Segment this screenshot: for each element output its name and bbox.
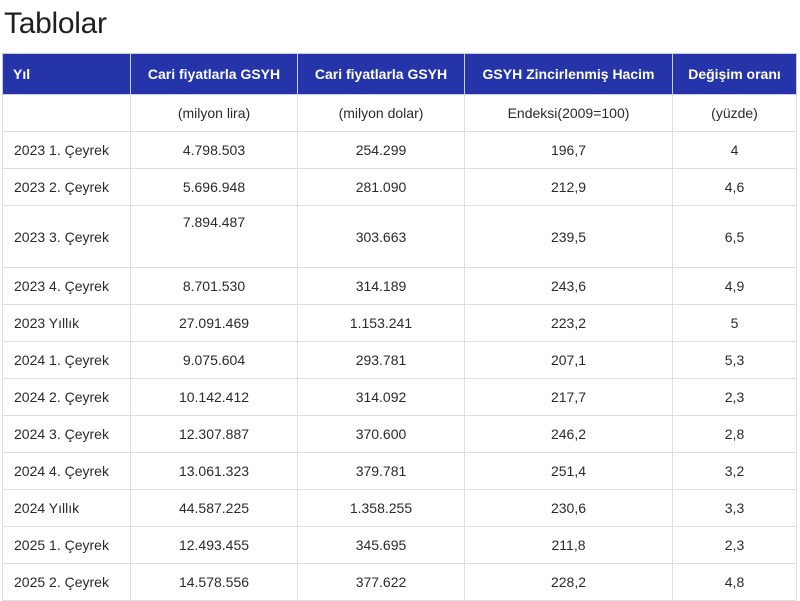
cell-change-rate: 4,6: [672, 168, 797, 206]
cell-gdp-dollar: 1.358.255: [297, 489, 465, 527]
cell-chain-volume-index: 228,2: [464, 563, 673, 601]
cell-period: 2023 3. Çeyrek: [2, 205, 131, 268]
cell-gdp-dollar: 370.600: [297, 415, 465, 453]
cell-gdp-lira: 4.798.503: [130, 131, 298, 169]
cell-change-rate: 3,3: [672, 489, 797, 527]
cell-chain-volume-index: 243,6: [464, 267, 673, 305]
cell-chain-volume-index: 211,8: [464, 526, 673, 564]
cell-change-rate: 5: [672, 304, 797, 342]
units-cell-change-rate: (yüzde): [672, 94, 797, 132]
table-row: 2023 Yıllık 27.091.469 1.153.241 223,2 5: [2, 304, 797, 342]
table-row: 2024 4. Çeyrek 13.061.323 379.781 251,4 3,2: [2, 452, 797, 490]
cell-period: 2024 2. Çeyrek: [2, 378, 131, 416]
units-cell-chain-volume-index: Endeksi(2009=100): [464, 94, 673, 132]
cell-change-rate: 6,5: [672, 205, 797, 268]
cell-period: 2024 1. Çeyrek: [2, 341, 131, 379]
table-row: 2023 2. Çeyrek 5.696.948 281.090 212,9 4,6: [2, 168, 797, 206]
cell-change-rate: 3,2: [672, 452, 797, 490]
cell-chain-volume-index: 207,1: [464, 341, 673, 379]
cell-gdp-lira: 10.142.412: [130, 378, 298, 416]
column-header-year: Yıl: [2, 53, 131, 95]
table-row: 2024 2. Çeyrek 10.142.412 314.092 217,7 2,3: [2, 378, 797, 416]
cell-gdp-lira: 8.701.530: [130, 267, 298, 305]
column-header-chain-volume-index: GSYH Zincirlenmiş Hacim: [464, 53, 673, 95]
cell-period: 2024 3. Çeyrek: [2, 415, 131, 453]
cell-change-rate: 4: [672, 131, 797, 169]
cell-gdp-dollar: 303.663: [297, 205, 465, 268]
cell-gdp-dollar: 293.781: [297, 341, 465, 379]
cell-period: 2025 1. Çeyrek: [2, 526, 131, 564]
cell-period: 2025 2. Çeyrek: [2, 563, 131, 601]
cell-gdp-dollar: 314.189: [297, 267, 465, 305]
cell-chain-volume-index: 217,7: [464, 378, 673, 416]
column-header-gdp-lira: Cari fiyatlarla GSYH: [130, 53, 298, 95]
cell-gdp-dollar: 1.153.241: [297, 304, 465, 342]
cell-gdp-dollar: 377.622: [297, 563, 465, 601]
cell-gdp-lira: 12.307.887: [130, 415, 298, 453]
cell-gdp-lira: 13.061.323: [130, 452, 298, 490]
table-row: 2024 1. Çeyrek 9.075.604 293.781 207,1 5,3: [2, 341, 797, 379]
cell-change-rate: 2,8: [672, 415, 797, 453]
cell-gdp-dollar: 379.781: [297, 452, 465, 490]
cell-gdp-dollar: 254.299: [297, 131, 465, 169]
table-row: 2023 4. Çeyrek 8.701.530 314.189 243,6 4,9: [2, 267, 797, 305]
table-row: 2025 2. Çeyrek 14.578.556 377.622 228,2 4,8: [2, 563, 797, 601]
cell-period: 2023 1. Çeyrek: [2, 131, 131, 169]
cell-chain-volume-index: 246,2: [464, 415, 673, 453]
cell-chain-volume-index: 223,2: [464, 304, 673, 342]
table-row: 2023 1. Çeyrek 4.798.503 254.299 196,7 4: [2, 131, 797, 169]
table-row: 2023 3. Çeyrek 7.894.487 303.663 239,5 6,5: [2, 205, 797, 268]
cell-gdp-dollar: 345.695: [297, 526, 465, 564]
cell-chain-volume-index: 251,4: [464, 452, 673, 490]
cell-gdp-dollar: 281.090: [297, 168, 465, 206]
cell-period: 2024 4. Çeyrek: [2, 452, 131, 490]
cell-change-rate: 5,3: [672, 341, 797, 379]
gdp-table: Yıl Cari fiyatlarla GSYH Cari fiyatlarla…: [2, 53, 797, 601]
units-cell-gdp-dollar: (milyon dolar): [297, 94, 465, 132]
cell-chain-volume-index: 212,9: [464, 168, 673, 206]
cell-gdp-lira: 7.894.487: [130, 205, 298, 268]
cell-change-rate: 4,9: [672, 267, 797, 305]
cell-gdp-lira: 14.578.556: [130, 563, 298, 601]
cell-chain-volume-index: 230,6: [464, 489, 673, 527]
cell-period: 2023 4. Çeyrek: [2, 267, 131, 305]
cell-change-rate: 4,8: [672, 563, 797, 601]
column-header-change-rate: Değişim oranı: [672, 53, 797, 95]
units-row: (milyon lira) (milyon dolar) Endeksi(200…: [2, 94, 797, 132]
cell-gdp-lira: 12.493.455: [130, 526, 298, 564]
header-row: Yıl Cari fiyatlarla GSYH Cari fiyatlarla…: [2, 53, 797, 95]
cell-gdp-lira: 9.075.604: [130, 341, 298, 379]
table-row: 2025 1. Çeyrek 12.493.455 345.695 211,8 2,3: [2, 526, 797, 564]
cell-gdp-lira: 27.091.469: [130, 304, 298, 342]
column-header-gdp-dollar: Cari fiyatlarla GSYH: [297, 53, 465, 95]
cell-period: 2023 2. Çeyrek: [2, 168, 131, 206]
cell-change-rate: 2,3: [672, 526, 797, 564]
cell-period: 2024 Yıllık: [2, 489, 131, 527]
cell-chain-volume-index: 239,5: [464, 205, 673, 268]
cell-period: 2023 Yıllık: [2, 304, 131, 342]
units-cell-gdp-lira: (milyon lira): [130, 94, 298, 132]
cell-gdp-lira: 5.696.948: [130, 168, 298, 206]
cell-chain-volume-index: 196,7: [464, 131, 673, 169]
page-title: Tablolar: [4, 7, 107, 40]
table-row: 2024 3. Çeyrek 12.307.887 370.600 246,2 2,8: [2, 415, 797, 453]
table-row: 2024 Yıllık 44.587.225 1.358.255 230,6 3,3: [2, 489, 797, 527]
cell-gdp-lira: 44.587.225: [130, 489, 298, 527]
cell-gdp-dollar: 314.092: [297, 378, 465, 416]
cell-change-rate: 2,3: [672, 378, 797, 416]
units-cell-year: [2, 94, 131, 132]
